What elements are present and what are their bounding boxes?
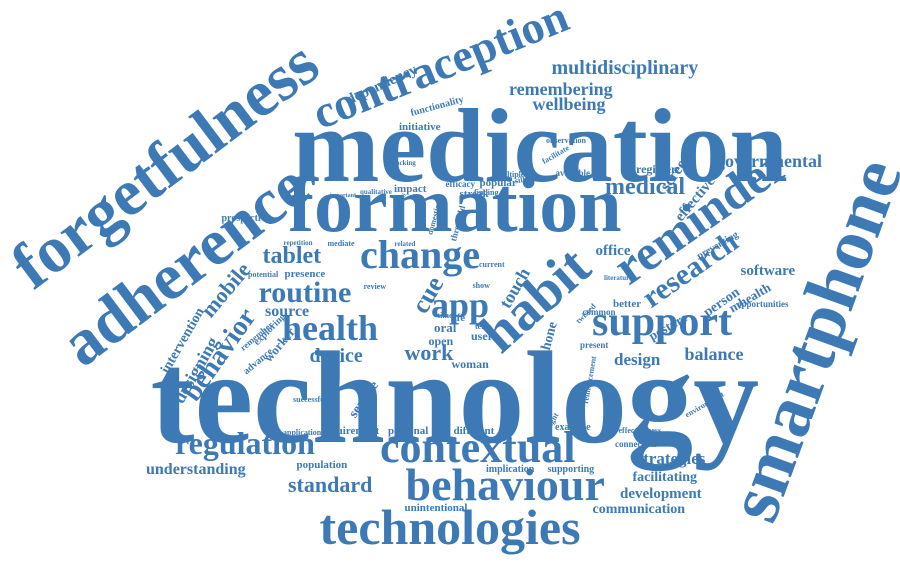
cloud-word: streak: [459, 187, 489, 200]
cloud-word: show: [472, 281, 490, 290]
cloud-word: implication: [486, 464, 535, 475]
cloud-word: remembering: [509, 79, 613, 99]
cloud-word: successful: [293, 395, 327, 404]
cloud-word: connection: [615, 438, 657, 449]
cloud-word: understanding: [146, 461, 246, 478]
cloud-word: popular: [479, 176, 517, 189]
cloud-word: personal: [388, 424, 429, 437]
cloud-word: current: [479, 260, 505, 269]
cloud-word: medical: [605, 174, 685, 200]
cloud-word: source: [265, 303, 310, 320]
cloud-word: wellbeing: [532, 94, 606, 114]
cloud-word: strategies: [636, 448, 706, 468]
cloud-word: medication: [292, 86, 788, 204]
cloud-word: facilitating: [632, 470, 698, 485]
cloud-word: regimen: [636, 162, 678, 176]
cloud-word: tracking: [390, 158, 416, 167]
cloud-word: efficacy: [445, 178, 475, 189]
cloud-word: potential: [248, 270, 279, 279]
cloud-word: common: [582, 306, 616, 317]
cloud-word: unintentional: [404, 501, 468, 514]
cloud-word: communication: [592, 502, 686, 517]
cloud-word: impact: [394, 182, 427, 195]
cloud-word: important: [330, 193, 356, 199]
cloud-word: app: [431, 285, 490, 325]
cloud-word: multiple: [496, 170, 525, 179]
cloud-word: term: [475, 322, 492, 331]
cloud-word: review: [363, 282, 387, 291]
cloud-word: initiative: [399, 120, 441, 133]
cloud-word: support: [592, 299, 733, 345]
cloud-word: requirement: [321, 424, 380, 437]
cloud-word: better: [613, 297, 642, 310]
cloud-word: open: [428, 334, 454, 348]
cloud-word: office: [595, 242, 631, 259]
cloud-word: literature: [604, 273, 633, 282]
cloud-word: standard: [288, 472, 373, 497]
cloud-word: design: [614, 349, 661, 369]
cloud-word: governmental: [716, 151, 822, 171]
cloud-word: routine: [258, 276, 352, 309]
cloud-word: user: [471, 329, 493, 343]
cloud-word: technologies: [319, 499, 581, 555]
cloud-word: present: [580, 339, 609, 350]
cloud-word: software: [740, 262, 796, 279]
cloud-word: mediate: [327, 239, 355, 248]
cloud-word: behaviour: [405, 459, 605, 510]
cloud-word: oral: [434, 319, 457, 335]
cloud-word: different: [453, 424, 495, 437]
cloud-word: balance: [684, 344, 744, 364]
cloud-word: supporting: [547, 464, 595, 475]
cloud-word: example: [555, 422, 591, 433]
cloud-word: repetition: [283, 238, 313, 247]
cloud-word: finding: [474, 188, 499, 197]
cloud-word: opportunities: [737, 298, 789, 309]
cloud-word: device: [309, 345, 363, 367]
cloud-word: technology: [150, 324, 760, 471]
cloud-word: multidisciplinary: [551, 57, 699, 79]
cloud-word: development: [620, 485, 702, 502]
cloud-word: change: [360, 232, 480, 277]
cloud-word: related: [394, 239, 416, 248]
cloud-word: observation: [546, 136, 586, 145]
cloud-word: work: [404, 340, 454, 365]
cloud-word: woman: [451, 357, 489, 371]
cloud-word: health: [282, 308, 379, 348]
cloud-word: application: [283, 428, 322, 437]
cloud-word: time: [437, 311, 453, 320]
cloud-word: formation: [288, 161, 622, 248]
cloud-word: regulation: [175, 425, 315, 461]
cloud-word: available: [555, 167, 591, 178]
cloud-word: effectiveness: [618, 426, 662, 435]
cloud-word: population: [296, 458, 348, 471]
cloud-word: presence: [284, 267, 326, 280]
cloud-word: life: [450, 311, 466, 324]
cloud-word: prospective: [221, 213, 271, 224]
cloud-word: qualitative: [360, 187, 392, 196]
cloud-word: contextual: [380, 423, 576, 472]
cloud-word: tablet: [262, 243, 322, 269]
